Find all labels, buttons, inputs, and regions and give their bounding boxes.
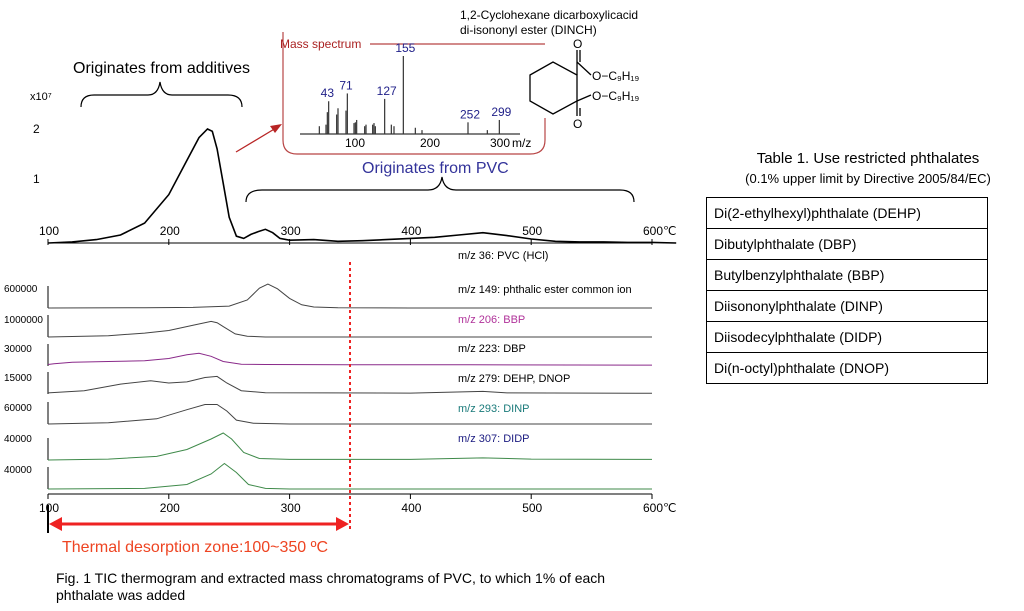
table-cell: Diisononylphthalate (DINP) — [706, 290, 988, 322]
row-scale-label: 15000 — [4, 373, 32, 384]
compound-name-line: di-isononyl ester (DINCH) — [460, 23, 597, 37]
ion-chromatogram-line — [47, 320, 652, 338]
x-tick-label: 100 — [39, 224, 59, 238]
brace-pvc — [245, 176, 635, 203]
oxygen-label: O — [573, 117, 582, 131]
x-tick-label: 400 — [401, 501, 421, 515]
inset-frame — [282, 32, 546, 155]
tic-chart: x10⁷ 2 1 100 200 300 400 500 600℃ Originates … — [30, 60, 677, 245]
brace-additives — [80, 81, 243, 108]
arrow-to-spectrum — [235, 127, 277, 153]
table-row: Di(n-octyl)phthalate (DNOP) — [706, 352, 988, 384]
table-row: Di(2-ethylhexyl)phthalate (DEHP) — [706, 197, 988, 229]
table-cell: Di(n-octyl)phthalate (DNOP) — [706, 352, 988, 384]
compound-name-line: 1,2-Cyclohexane dicarboxylicacid — [460, 8, 638, 22]
phthalates-table: Di(2-ethylhexyl)phthalate (DEHP) Dibutyl… — [706, 197, 988, 384]
spectrum-tick-label: 100 — [345, 136, 365, 150]
y-multiplier-label: x10⁷ — [30, 91, 52, 103]
table-row: Diisononylphthalate (DINP) — [706, 290, 988, 322]
substituent-label: O−C₉H₁₉ — [592, 89, 639, 103]
dinch-structure — [529, 50, 592, 116]
table-row: Diisodecylphthalate (DIDP) — [706, 321, 988, 353]
x-tick-label: 300 — [281, 224, 301, 238]
spectrum-tick-label: 200 — [420, 136, 440, 150]
ion-chromatogram-line — [47, 462, 652, 490]
oxygen-label: O — [573, 37, 582, 51]
y-tick-label: 1 — [33, 172, 40, 186]
zone-label: Thermal desorption zone:100~350 ºC — [62, 539, 328, 556]
bond — [576, 61, 592, 76]
x-tick-group: 100 200 300 400 500 600℃ — [39, 224, 677, 245]
spectrum-peak-label: 127 — [377, 84, 397, 98]
spectrum-tick-label: 300 — [490, 136, 510, 150]
mass-spectrum-inset: Mass spectrum 43 71 127 155 252 299 100 200 3… — [280, 8, 639, 155]
ion-series-label: m/z 223: DBP — [458, 343, 526, 355]
ion-series-label: m/z 206: BBP — [458, 314, 525, 326]
table-cell: Di(2-ethylhexyl)phthalate (DEHP) — [706, 197, 988, 229]
x-tick-label: 300 — [281, 501, 301, 515]
ion-series-label: m/z 149: phthalic ester common ion — [458, 284, 632, 296]
figure-canvas: x10⁷ 2 1 100 200 300 400 500 600℃ Originates … — [4, 8, 677, 556]
row-scale-label: 1000000 — [4, 315, 43, 326]
annotation-pvc: Originates from PVC — [362, 160, 509, 177]
x-tick-label: 500 — [522, 224, 542, 238]
ion-chromatogram-line — [47, 404, 652, 425]
cyclohexane-ring — [529, 61, 578, 115]
table-row: Butylbenzylphthalate (BBP) — [706, 259, 988, 291]
spectrum-peaks — [318, 56, 500, 134]
y-tick-label: 2 — [33, 122, 40, 136]
x-tick-label: 200 — [160, 501, 180, 515]
extracted-ion-chromatograms: 600000 m/z 36: PVC (HCl) 1000000 m/z 149: p… — [4, 250, 653, 490]
inset-title: Mass spectrum — [280, 37, 361, 51]
x-tick-label: 600℃ — [643, 224, 677, 238]
annotation-additives: Originates from additives — [73, 60, 250, 77]
spectrum-peak-labels: 43 71 127 155 252 299 — [321, 41, 512, 121]
x-tick-label: 200 — [160, 224, 180, 238]
ion-chromatogram-line — [47, 375, 653, 394]
zone-arrow-head-right — [336, 517, 349, 531]
zone-arrow-head-left — [49, 517, 62, 531]
table-subtitle: (0.1% upper limit by Directive 2005/84/E… — [745, 171, 991, 186]
x-tick-label: 400 — [401, 224, 421, 238]
substituent-label: O−C₉H₁₉ — [592, 69, 639, 83]
ion-series-label: m/z 279: DEHP, DNOP — [458, 373, 570, 385]
ion-series-label: m/z 293: DINP — [458, 403, 530, 415]
x-tick-label: 500 — [522, 501, 542, 515]
table-cell: Dibutylphthalate (DBP) — [706, 228, 988, 260]
row-scale-label: 40000 — [4, 465, 32, 476]
ion-series-label: m/z 307: DIDP — [458, 433, 530, 445]
spectrum-x-label: m/z — [512, 136, 531, 150]
row-scale-label: 40000 — [4, 434, 32, 445]
tic-curve — [47, 128, 677, 244]
spectrum-peak-label: 299 — [491, 105, 511, 119]
figure-caption: Fig. 1 TIC thermogram and extracted mass… — [56, 570, 606, 603]
x-tick-label: 600℃ — [643, 501, 677, 515]
table-cell: Diisodecylphthalate (DIDP) — [706, 321, 988, 353]
bottom-x-tick-group: 100 200 300 400 500 600℃ — [39, 494, 677, 515]
spectrum-peak-label: 71 — [339, 78, 353, 92]
ion-chromatogram-line — [47, 432, 653, 461]
ion-chromatogram-line — [47, 283, 652, 309]
row-scale-label: 60000 — [4, 403, 32, 414]
spectrum-peak-label: 43 — [321, 86, 335, 100]
arrow-head — [270, 124, 282, 133]
table-title: Table 1. Use restricted phthalates — [756, 150, 980, 167]
spectrum-peak-label: 252 — [460, 107, 480, 121]
compound-name: 1,2-Cyclohexane dicarboxylicacid di-isono… — [460, 8, 638, 37]
x-tick-label: 100 — [39, 501, 59, 515]
spectrum-peak-label: 155 — [395, 41, 415, 55]
ion-series-label: m/z 36: PVC (HCl) — [458, 250, 548, 262]
table-cell: Butylbenzylphthalate (BBP) — [706, 259, 988, 291]
table-row: Dibutylphthalate (DBP) — [706, 228, 988, 260]
bond — [576, 94, 592, 102]
row-scale-label: 30000 — [4, 344, 32, 355]
ion-chromatogram-line — [47, 352, 653, 366]
row-scale-label: 600000 — [4, 284, 38, 295]
